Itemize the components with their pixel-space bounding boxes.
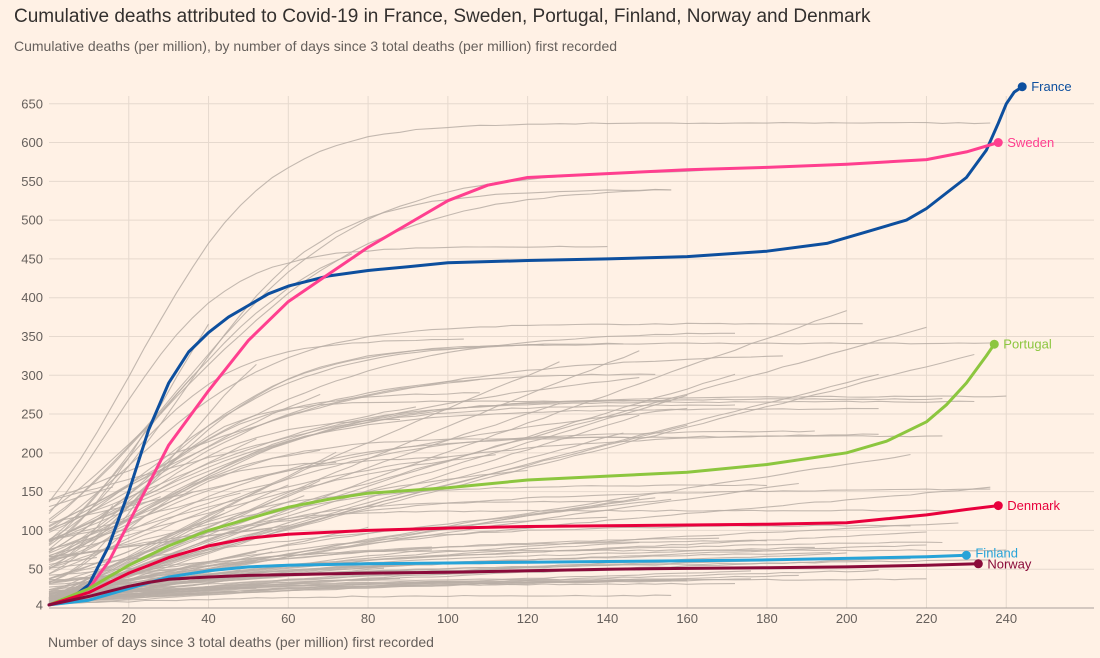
background-country-line (48, 407, 879, 541)
finland-end-marker (961, 550, 971, 560)
y-tick-label: 450 (21, 251, 43, 266)
background-country-line (48, 245, 608, 514)
background-country-line (48, 522, 959, 593)
x-axis-label: Number of days since 3 total deaths (per… (48, 634, 434, 650)
background-country-line (48, 461, 337, 583)
denmark-label: Denmark (1007, 498, 1060, 513)
background-country-line (48, 527, 273, 558)
y-tick-label: 300 (21, 368, 43, 383)
background-country-line (48, 323, 209, 550)
background-country-line (48, 404, 736, 554)
background-country-line (48, 399, 672, 575)
france-end-marker (1017, 82, 1027, 92)
x-tick-label: 160 (676, 611, 698, 626)
axes: 4501001502002503003504004505005506006502… (21, 96, 1094, 626)
france-line (47, 85, 1024, 607)
norway-end-marker (973, 559, 983, 569)
sweden-line (47, 141, 1000, 607)
portugal-label: Portugal (1003, 337, 1052, 352)
x-tick-label: 200 (836, 611, 858, 626)
background-country-line (48, 537, 720, 583)
background-country-line (48, 433, 879, 550)
france-label: France (1031, 79, 1071, 94)
y-tick-label: 650 (21, 96, 43, 111)
background-country-line (48, 121, 991, 503)
denmark-end-marker (993, 501, 1003, 511)
background-country-line (48, 483, 273, 540)
background-country-line (48, 579, 688, 604)
background-country-line (48, 585, 416, 605)
portugal-line (47, 342, 996, 607)
norway-label: Norway (987, 556, 1032, 571)
y-tick-label: 50 (29, 562, 43, 577)
x-tick-label: 40 (201, 611, 215, 626)
background-country-line (48, 393, 321, 533)
portugal-end-marker (989, 339, 999, 349)
grid (49, 96, 1094, 608)
x-tick-label: 220 (916, 611, 938, 626)
x-tick-label: 100 (437, 611, 459, 626)
background-country-line (48, 355, 783, 501)
norway-line (47, 562, 980, 607)
x-tick-label: 60 (281, 611, 295, 626)
background-country-line (48, 549, 1007, 595)
background-country-line (48, 453, 911, 599)
y-tick-label: 500 (21, 213, 43, 228)
background-country-line (48, 402, 560, 592)
chart-subtitle: Cumulative deaths (per million), by numb… (14, 38, 618, 54)
background-country-line (48, 373, 656, 543)
denmark-line (47, 504, 1000, 607)
background-country-line (48, 539, 767, 582)
y-tick-label: 600 (21, 135, 43, 150)
background-country-line (48, 338, 464, 542)
background-country-line (48, 373, 879, 602)
finland-label: Finland (975, 546, 1018, 561)
background-country-line (48, 169, 704, 520)
background-country-line (48, 559, 991, 600)
background-country-line (48, 322, 863, 531)
y-tick-label: 400 (21, 290, 43, 305)
background-country-line (48, 484, 767, 580)
x-tick-label: 120 (517, 611, 539, 626)
x-tick-label: 180 (756, 611, 778, 626)
y-tick-label: 550 (21, 174, 43, 189)
y-tick-label: 150 (21, 484, 43, 499)
chart-title: Cumulative deaths attributed to Covid-19… (14, 6, 871, 27)
background-country-line (48, 451, 337, 599)
background-country-line (48, 353, 975, 601)
x-tick-label: 140 (597, 611, 619, 626)
background-country-lines (48, 121, 1007, 605)
y-tick-label: 4 (36, 597, 43, 612)
sweden-end-marker (993, 138, 1003, 148)
background-country-line (48, 406, 417, 530)
y-tick-label: 250 (21, 407, 43, 422)
background-country-line (48, 500, 624, 595)
background-country-line (48, 484, 289, 601)
background-country-line (48, 363, 257, 568)
x-tick-label: 240 (995, 611, 1017, 626)
background-country-line (48, 188, 672, 546)
x-tick-label: 80 (361, 611, 375, 626)
background-country-line (48, 343, 624, 553)
background-country-line (48, 424, 688, 598)
y-tick-label: 100 (21, 523, 43, 538)
background-country-line (48, 395, 1007, 542)
y-tick-label: 200 (21, 445, 43, 460)
sweden-label: Sweden (1007, 135, 1054, 150)
background-country-line (48, 492, 241, 575)
background-country-line (48, 454, 496, 556)
x-tick-label: 20 (122, 611, 136, 626)
background-country-line (48, 418, 401, 562)
background-country-line (48, 361, 560, 599)
background-country-line (48, 435, 943, 563)
background-country-line (48, 594, 672, 604)
background-country-line (48, 578, 927, 602)
background-country-line (48, 332, 735, 528)
background-country-line (48, 430, 815, 569)
background-country-line (48, 400, 975, 561)
y-tick-label: 350 (21, 329, 43, 344)
background-country-line (48, 569, 879, 601)
